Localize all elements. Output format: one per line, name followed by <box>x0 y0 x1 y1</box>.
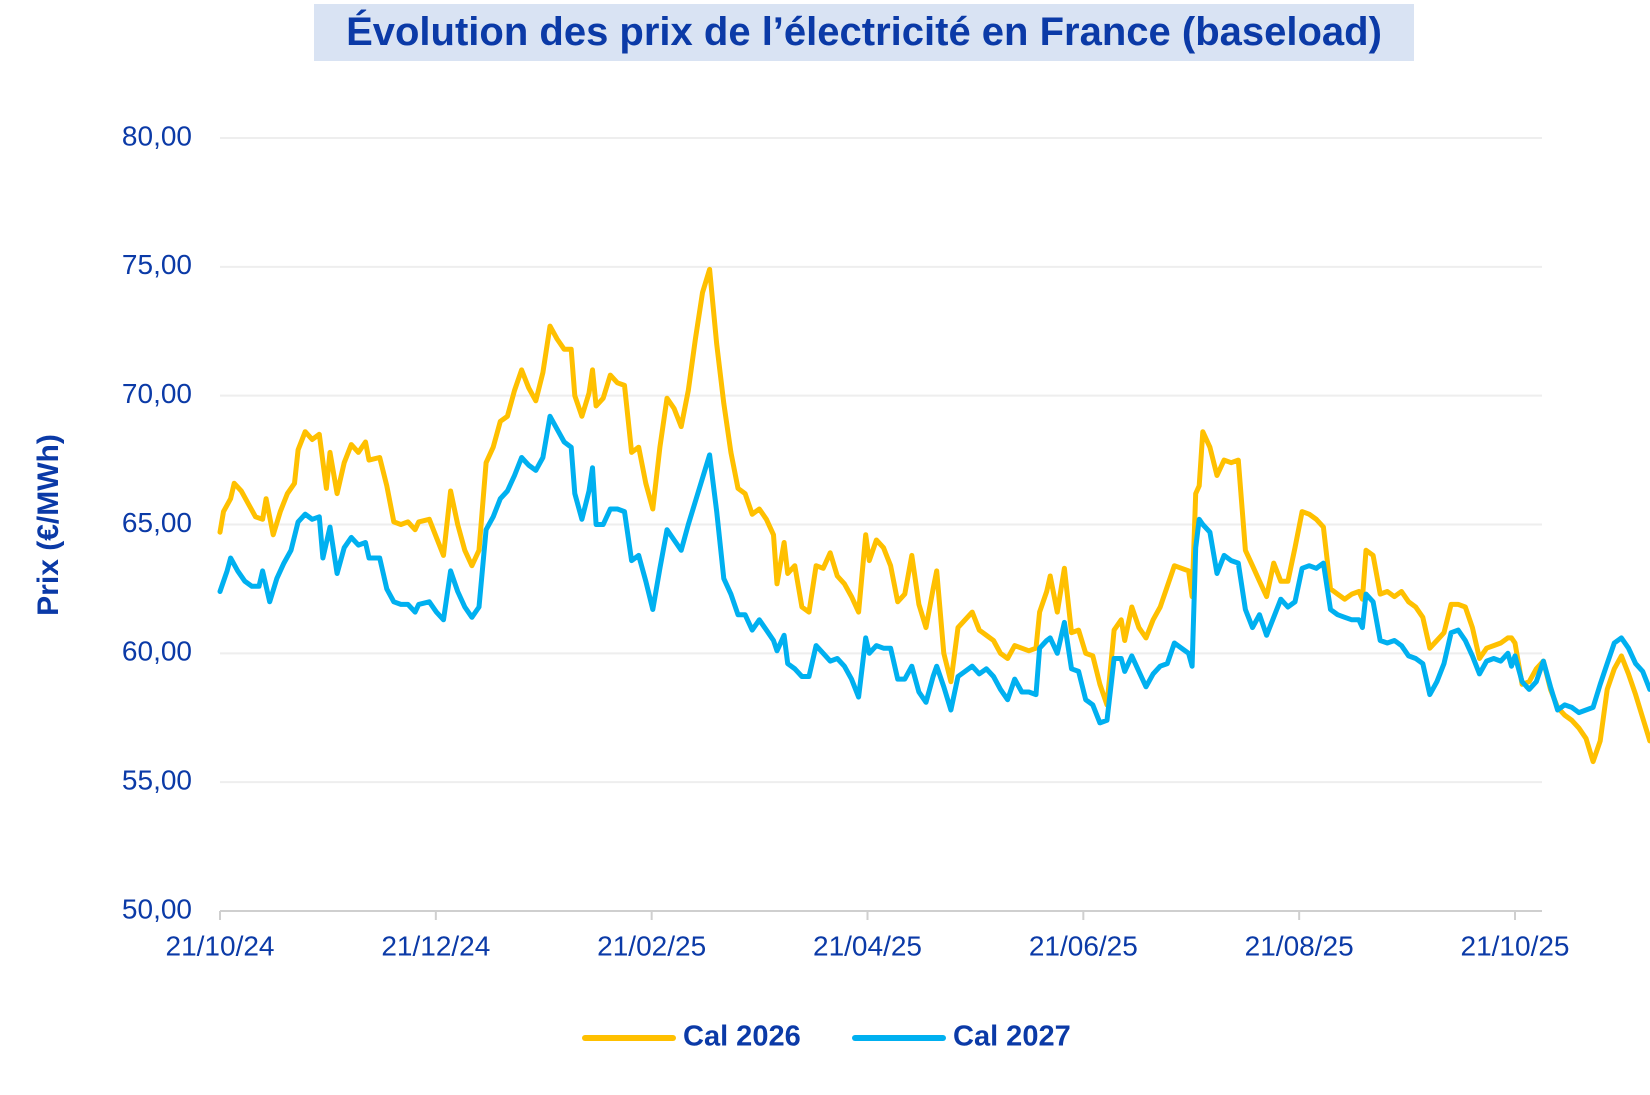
legend: Cal 2026 Cal 2027 <box>582 1021 1071 1053</box>
x-tick-label: 21/08/25 <box>1245 930 1354 961</box>
x-tick-label: 21/04/25 <box>813 930 922 961</box>
y-tick-label: 55,00 <box>122 765 192 796</box>
y-tick-label: 65,00 <box>122 507 192 538</box>
series-line-cal-2026 <box>217 266 1650 765</box>
x-tick-label: 21/10/25 <box>1461 930 1570 961</box>
series-line-cal-2027 <box>217 413 1650 726</box>
y-tick-label: 80,00 <box>122 120 192 151</box>
y-tick-label: 70,00 <box>122 378 192 409</box>
x-tick-label: 21/02/25 <box>597 930 706 961</box>
y-tick-label: 50,00 <box>122 893 192 924</box>
x-tick-label: 21/06/25 <box>1029 930 1138 961</box>
x-tick-label: 21/10/24 <box>166 930 275 961</box>
x-tick-label: 21/12/24 <box>381 930 490 961</box>
y-axis-label: Prix (€/MWh) <box>32 434 65 616</box>
gridlines <box>220 137 1542 784</box>
y-tick-label: 60,00 <box>122 636 192 667</box>
legend-label: Cal 2027 <box>953 1021 1071 1053</box>
chart-title: Évolution des prix de l’électricité en F… <box>314 4 1414 61</box>
legend-label: Cal 2026 <box>683 1021 801 1053</box>
y-tick-label: 75,00 <box>122 249 192 280</box>
x-axis-ticks: 21/10/24 21/12/24 21/02/25 21/04/25 21/06/25… <box>166 911 1570 961</box>
series-lines <box>217 266 1650 765</box>
y-axis-ticks: 80,00 75,00 70,00 65,00 60,00 55,00 50,00 <box>122 120 192 924</box>
